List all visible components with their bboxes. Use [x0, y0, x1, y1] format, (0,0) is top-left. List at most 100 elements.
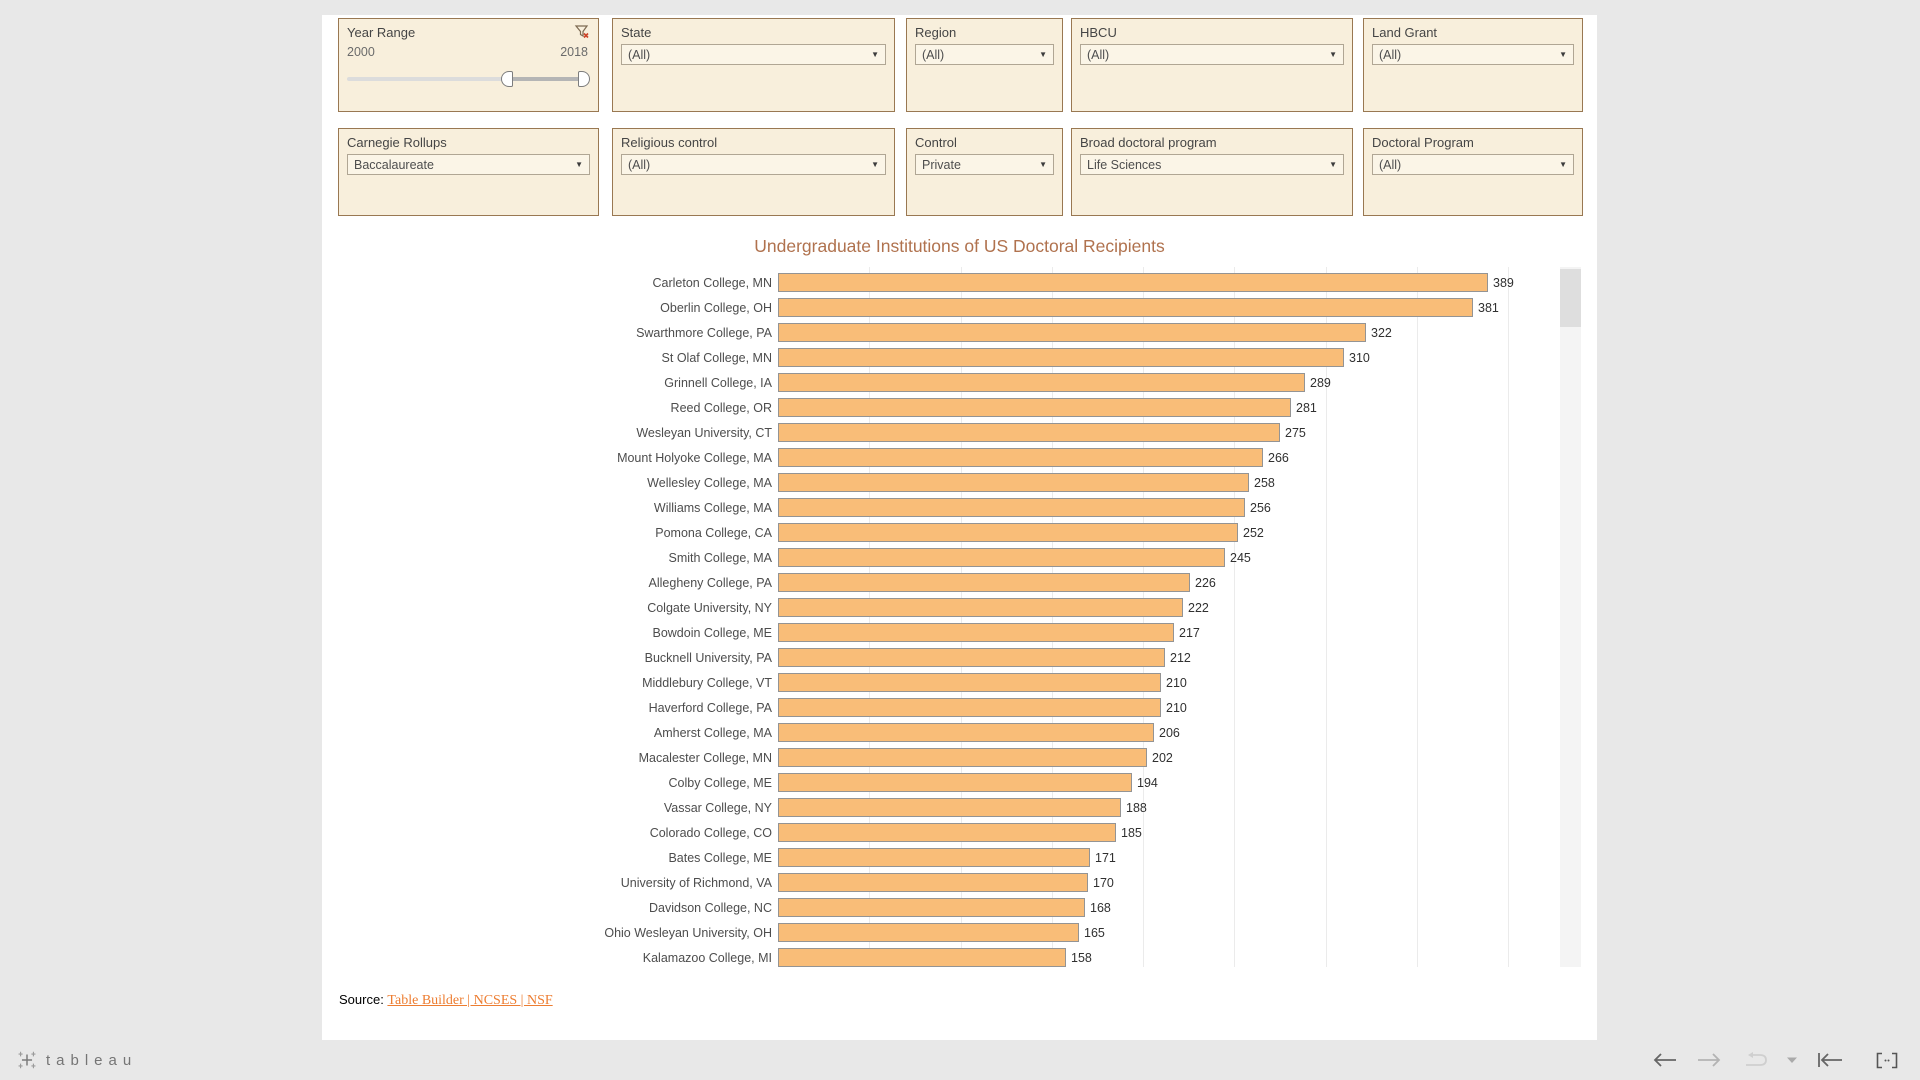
bar[interactable] [778, 598, 1183, 617]
bar[interactable] [778, 648, 1165, 667]
dropdown-selected-value: (All) [1379, 47, 1402, 62]
bar[interactable] [778, 873, 1088, 892]
year-range-slider[interactable] [347, 71, 590, 87]
category-label: University of Richmond, VA [620, 875, 772, 890]
bar[interactable] [778, 273, 1488, 292]
bar[interactable] [778, 623, 1174, 642]
bar[interactable] [778, 423, 1280, 442]
bar-value-label: 202 [1152, 750, 1173, 765]
bar[interactable] [778, 573, 1190, 592]
bar-row: Grinnell College, IA 289 [322, 370, 1554, 395]
chevron-down-icon: ▼ [871, 50, 879, 59]
bar[interactable] [778, 848, 1090, 867]
source-link[interactable]: Table Builder | NCSES | NSF [387, 993, 553, 1008]
bar[interactable] [778, 723, 1154, 742]
gridline [1143, 267, 1144, 967]
filter-dropdown-broad-doctoral-program[interactable]: Life Sciences ▼ [1080, 154, 1344, 175]
bar-value-label: 389 [1493, 275, 1514, 290]
bar[interactable] [778, 798, 1121, 817]
category-label: Carleton College, MN [652, 275, 773, 290]
filter-reset-icon[interactable] [574, 24, 590, 40]
bar[interactable] [778, 398, 1291, 417]
bar[interactable] [778, 498, 1245, 517]
bar[interactable] [778, 748, 1147, 767]
filter-dropdown-region[interactable]: (All) ▼ [915, 44, 1054, 65]
chevron-down-icon: ▼ [1559, 160, 1567, 169]
bar-row: Davidson College, NC 168 [322, 895, 1554, 920]
filter-row-2: Carnegie Rollups Baccalaureate ▼ Religious … [322, 128, 1597, 216]
year-range-max: 2018 [560, 45, 588, 59]
source-line: Source: Table Builder | NCSES | NSF [339, 992, 553, 1009]
bar[interactable] [778, 898, 1085, 917]
bar[interactable] [778, 523, 1238, 542]
bar-value-label: 258 [1254, 475, 1275, 490]
bar[interactable] [778, 348, 1344, 367]
bar-row: Colorado College, CO 185 [322, 820, 1554, 845]
filter-dropdown-doctoral-program[interactable]: (All) ▼ [1372, 154, 1574, 175]
tableau-logo[interactable]: tableau [16, 1049, 137, 1071]
bar[interactable] [778, 948, 1066, 967]
bar-row: Bates College, ME 171 [322, 845, 1554, 870]
chevron-down-icon: ▼ [1039, 50, 1047, 59]
bar[interactable] [778, 548, 1225, 567]
bar[interactable] [778, 373, 1305, 392]
bar[interactable] [778, 698, 1161, 717]
gridline [1325, 267, 1327, 967]
gridline [1416, 267, 1418, 967]
slider-thumb-left[interactable] [501, 71, 513, 87]
bar-value-label: 310 [1349, 350, 1370, 365]
category-label: St Olaf College, MN [661, 350, 772, 365]
fullscreen-icon[interactable] [1876, 1052, 1898, 1069]
bar-value-label: 217 [1179, 625, 1200, 640]
filter-card-region: Region (All) ▼ [906, 18, 1063, 112]
bar[interactable] [778, 323, 1366, 342]
dropdown-caret-icon[interactable] [1786, 1056, 1798, 1064]
bar-value-label: 222 [1188, 600, 1209, 615]
bar-row: Haverford College, PA 210 [322, 695, 1554, 720]
revert-icon[interactable] [1816, 1052, 1844, 1068]
bar-row: Amherst College, MA 206 [322, 720, 1554, 745]
slider-track[interactable] [347, 77, 586, 81]
replay-icon[interactable] [1740, 1052, 1768, 1068]
dropdown-selected-value: Baccalaureate [354, 157, 434, 172]
filter-dropdown-land-grant[interactable]: (All) ▼ [1372, 44, 1574, 65]
bar-row: Bucknell University, PA 212 [322, 645, 1554, 670]
bar-chart-plot: Carleton College, MN 389 Oberlin College, … [322, 267, 1554, 967]
chart-scrollbar-thumb[interactable] [1560, 269, 1581, 327]
bar[interactable] [778, 773, 1132, 792]
category-label: Williams College, MA [653, 500, 772, 515]
redo-icon[interactable] [1696, 1052, 1722, 1068]
bar-row: University of Richmond, VA 170 [322, 870, 1554, 895]
bar-row: Mount Holyoke College, MA 266 [322, 445, 1554, 470]
filter-dropdown-religious-control[interactable]: (All) ▼ [621, 154, 886, 175]
dropdown-selected-value: (All) [628, 157, 651, 172]
bar[interactable] [778, 298, 1473, 317]
category-label: Pomona College, CA [655, 525, 772, 540]
filter-dropdown-state[interactable]: (All) ▼ [621, 44, 886, 65]
bar-value-label: 168 [1090, 900, 1111, 915]
bar-value-label: 212 [1170, 650, 1191, 665]
chart-scrollbar[interactable] [1560, 267, 1581, 967]
bar-row: Middlebury College, VT 210 [322, 670, 1554, 695]
slider-thumb-right[interactable] [578, 71, 590, 87]
category-label: Ohio Wesleyan University, OH [604, 925, 772, 940]
filter-dropdown-control[interactable]: Private ▼ [915, 154, 1054, 175]
category-label: Reed College, OR [670, 400, 772, 415]
filter-dropdown-carnegie-rollups[interactable]: Baccalaureate ▼ [347, 154, 590, 175]
undo-icon[interactable] [1652, 1052, 1678, 1068]
filter-label-year-range: Year Range [347, 25, 416, 40]
bar-value-label: 158 [1071, 950, 1092, 965]
bar[interactable] [778, 673, 1161, 692]
bar[interactable] [778, 448, 1263, 467]
category-label: Bowdoin College, ME [652, 625, 772, 640]
bar-value-label: 194 [1137, 775, 1158, 790]
bar-row: Bowdoin College, ME 217 [322, 620, 1554, 645]
filter-label: Carnegie Rollups [347, 135, 447, 150]
bar[interactable] [778, 473, 1249, 492]
bar[interactable] [778, 823, 1116, 842]
gridline [1234, 267, 1236, 967]
filter-dropdown-hbcu[interactable]: (All) ▼ [1080, 44, 1344, 65]
bar-value-label: 289 [1310, 375, 1331, 390]
bar[interactable] [778, 923, 1079, 942]
filter-card-control: Control Private ▼ [906, 128, 1063, 216]
